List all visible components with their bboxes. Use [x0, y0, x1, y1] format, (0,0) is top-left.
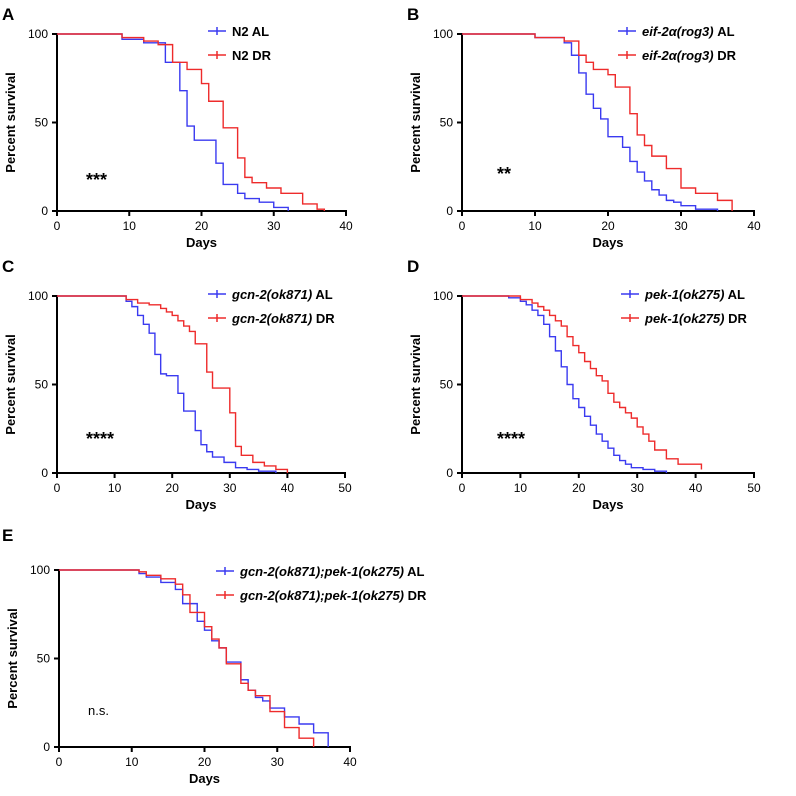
- x-tick-label: 0: [459, 481, 466, 495]
- series-line: [462, 295, 703, 470]
- legend-label: gcn-2(ok871) DR: [231, 311, 335, 326]
- legend-label: gcn-2(ok871);pek-1(ok275) DR: [239, 588, 427, 603]
- x-axis-title: Days: [186, 235, 217, 250]
- x-axis-title: Days: [185, 497, 216, 512]
- x-tick-label: 20: [572, 481, 586, 495]
- y-tick-label: 100: [433, 27, 453, 41]
- y-tick-label: 50: [440, 378, 454, 392]
- y-axis-title: Percent survival: [408, 72, 423, 172]
- x-tick-label: 30: [223, 481, 237, 495]
- x-tick-label: 40: [343, 755, 357, 769]
- panel-letter: A: [2, 5, 14, 24]
- x-tick-label: 10: [514, 481, 528, 495]
- y-tick-label: 0: [41, 466, 48, 480]
- y-tick-label: 50: [37, 652, 51, 666]
- x-tick-label: 10: [528, 219, 542, 233]
- series-line: [57, 295, 289, 473]
- x-tick-label: 30: [674, 219, 688, 233]
- x-tick-label: 10: [108, 481, 122, 495]
- panel-c: C 0 10 20 30 40 50 0 50 100 Days Percent survival gc…: [2, 257, 352, 512]
- legend-label: eif-2α(rog3) AL: [642, 24, 735, 39]
- x-tick-label: 0: [56, 755, 63, 769]
- x-tick-label: 30: [267, 219, 281, 233]
- legend-label: N2 DR: [232, 48, 272, 63]
- panel-letter: B: [407, 5, 419, 24]
- panel-letter: E: [2, 526, 13, 545]
- significance-annotation: ***: [86, 170, 107, 190]
- x-tick-label: 10: [123, 219, 137, 233]
- panel-a: A 0 10 20 30 40 0 50 100 Days Percent survival N2 A…: [2, 5, 353, 250]
- x-tick-label: 10: [125, 755, 139, 769]
- panel-letter: D: [407, 257, 419, 276]
- legend-label: eif-2α(rog3) DR: [642, 48, 737, 63]
- x-tick-label: 50: [338, 481, 352, 495]
- axes: [52, 33, 347, 216]
- legend-label: gcn-2(ok871) AL: [231, 287, 333, 302]
- y-tick-label: 100: [30, 563, 50, 577]
- axes: [52, 295, 346, 478]
- x-tick-label: 40: [689, 481, 703, 495]
- legend-label: gcn-2(ok871);pek-1(ok275) AL: [239, 564, 425, 579]
- axes: [54, 569, 351, 752]
- y-tick-label: 0: [43, 740, 50, 754]
- x-axis-title: Days: [189, 771, 220, 786]
- x-tick-label: 0: [54, 219, 61, 233]
- significance-annotation: **: [497, 164, 511, 184]
- y-axis-title: Percent survival: [3, 334, 18, 434]
- y-axis-title: Percent survival: [5, 608, 20, 708]
- x-axis-title: Days: [592, 497, 623, 512]
- x-tick-label: 0: [54, 481, 61, 495]
- significance-annotation: ****: [86, 429, 114, 449]
- panel-b: B 0 10 20 30 40 0 50 100 Days Percent survival eif-…: [407, 5, 761, 250]
- x-tick-label: 0: [459, 219, 466, 233]
- series-line: [57, 33, 289, 211]
- x-axis-title: Days: [592, 235, 623, 250]
- axes: [457, 295, 755, 478]
- series-line: [462, 33, 719, 211]
- series-line: [57, 33, 326, 211]
- y-tick-label: 0: [446, 466, 453, 480]
- y-tick-label: 100: [28, 289, 48, 303]
- y-axis-title: Percent survival: [408, 334, 423, 434]
- y-tick-label: 100: [433, 289, 453, 303]
- series-line: [59, 569, 315, 747]
- y-tick-label: 100: [28, 27, 48, 41]
- panel-e: E 0 10 20 30 40 0 50 100 Days Percent survival gcn-…: [2, 526, 427, 786]
- y-tick-label: 50: [440, 116, 454, 130]
- x-tick-label: 40: [747, 219, 761, 233]
- x-tick-label: 30: [271, 755, 285, 769]
- x-tick-label: 20: [195, 219, 209, 233]
- y-tick-label: 0: [446, 204, 453, 218]
- significance-annotation: ****: [497, 429, 525, 449]
- x-tick-label: 40: [339, 219, 353, 233]
- legend-label: N2 AL: [232, 24, 269, 39]
- legend-label: pek-1(ok275) DR: [644, 311, 747, 326]
- y-tick-label: 50: [35, 116, 49, 130]
- series-line: [462, 33, 733, 211]
- x-tick-label: 40: [281, 481, 295, 495]
- legend-label: pek-1(ok275) AL: [644, 287, 745, 302]
- series-line: [57, 295, 277, 473]
- axes: [457, 33, 755, 216]
- panel-d: D 0 10 20 30 40 50 0 50 100 Days Percent survival pe…: [407, 257, 761, 512]
- series-line: [462, 295, 668, 473]
- x-tick-label: 50: [747, 481, 761, 495]
- x-tick-label: 20: [166, 481, 180, 495]
- y-tick-label: 0: [41, 204, 48, 218]
- y-tick-label: 50: [35, 378, 49, 392]
- panel-letter: C: [2, 257, 14, 276]
- x-tick-label: 20: [198, 755, 212, 769]
- x-tick-label: 20: [601, 219, 615, 233]
- x-tick-label: 30: [631, 481, 645, 495]
- y-axis-title: Percent survival: [3, 72, 18, 172]
- significance-annotation: n.s.: [88, 703, 109, 718]
